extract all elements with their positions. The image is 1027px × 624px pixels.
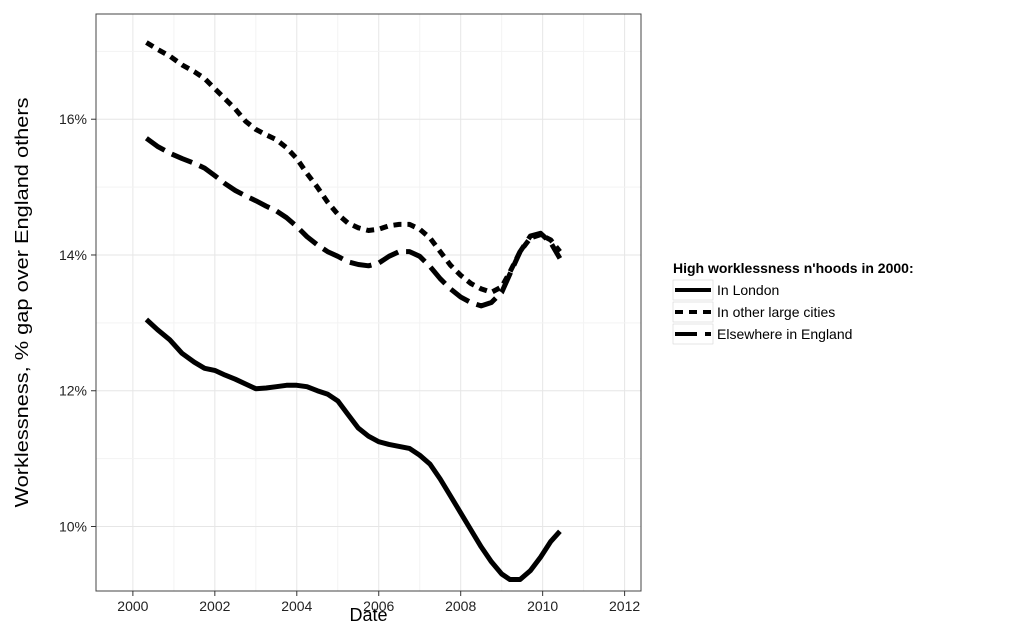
series-line-3: [144, 136, 563, 309]
y-tick-label: 16%: [59, 111, 87, 127]
y-tick-label: 10%: [59, 519, 87, 535]
grid-lines: [96, 14, 641, 591]
x-tick-label: 2000: [117, 598, 148, 614]
x-tick-label: 2006: [363, 598, 394, 614]
legend-label-1: In London: [717, 282, 779, 298]
x-axis-title: Date: [349, 605, 387, 624]
series-line-1: [144, 317, 562, 582]
x-tick-label: 2010: [527, 598, 558, 614]
x-tick-label: 2012: [609, 598, 640, 614]
plot-panel-border: [95, 13, 642, 592]
legend: High worklessness n'hoods in 2000: In Lo…: [672, 260, 914, 345]
legend-label-3: Elsewhere in England: [717, 326, 852, 342]
legend-title: High worklessness n'hoods in 2000:: [673, 260, 914, 276]
y-tick-label: 12%: [59, 383, 87, 399]
series-lines: [144, 40, 563, 582]
x-tick-label: 2008: [445, 598, 476, 614]
axis-ticks: 2000 2002 2004 2006 2008 2010 2012 10% 12% 14% 16%: [59, 111, 640, 614]
y-axis-title: Worklessness, % gap over England others: [12, 98, 32, 508]
legend-label-2: In other large cities: [717, 304, 835, 320]
y-tick-label: 14%: [59, 247, 87, 263]
x-tick-label: 2002: [199, 598, 230, 614]
series-line-2: [145, 40, 562, 295]
x-tick-label: 2004: [281, 598, 312, 614]
